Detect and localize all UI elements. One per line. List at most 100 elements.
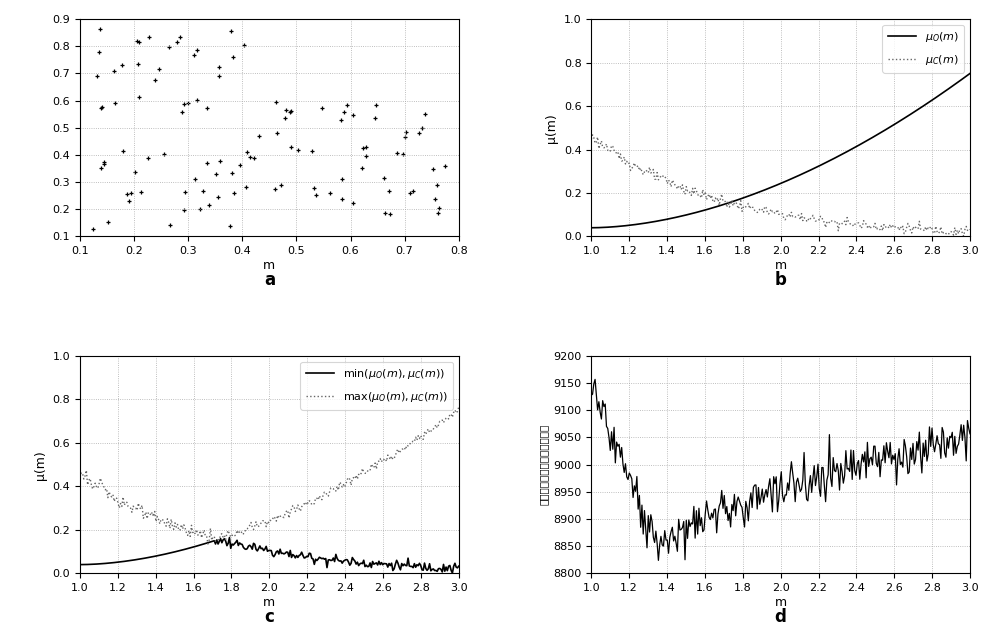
Point <box>304 146 320 156</box>
$\max(\mu_O(m),\mu_C(m))$ <box>202 540 214 548</box>
Point <box>339 100 355 110</box>
Point <box>334 194 350 204</box>
Point <box>129 36 145 47</box>
$\max(\mu_O(m),\mu_C(m))$ <box>299 501 311 509</box>
Point <box>251 131 267 141</box>
Point <box>277 113 293 123</box>
Point <box>322 188 338 198</box>
Point <box>212 155 228 166</box>
Point <box>187 174 203 184</box>
Point <box>93 163 109 173</box>
Point <box>176 204 192 215</box>
Point <box>106 66 122 76</box>
$\mu_O(m)$ <box>811 163 823 171</box>
X-axis label: m: m <box>263 259 275 272</box>
$\max(\mu_O(m),\mu_C(m))$ <box>394 447 406 455</box>
Point <box>377 208 393 218</box>
$\mu_O(m)$ <box>904 110 916 118</box>
Text: a: a <box>264 271 275 289</box>
Point <box>180 97 196 108</box>
$\min(\mu_O(m),\mu_C(m))$ <box>307 555 319 562</box>
Legend: $\mu_O(m)$, $\mu_C(m)$: $\mu_O(m)$, $\mu_C(m)$ <box>882 25 964 73</box>
Text: b: b <box>775 271 787 289</box>
Y-axis label: μ(m): μ(m) <box>34 450 47 480</box>
Point <box>358 151 374 161</box>
Point <box>239 147 255 157</box>
Point <box>367 113 383 124</box>
$\min(\mu_O(m),\mu_C(m))$ <box>74 561 86 568</box>
Point <box>147 75 163 85</box>
Point <box>189 45 205 55</box>
Point <box>382 210 398 220</box>
Point <box>186 50 202 61</box>
Point <box>334 174 350 184</box>
Point <box>283 142 299 152</box>
$\max(\mu_O(m),\mu_C(m))$ <box>419 429 431 436</box>
Point <box>333 115 349 125</box>
$\max(\mu_O(m),\mu_C(m))$ <box>453 403 465 411</box>
Point <box>402 189 418 199</box>
$\mu_O(m)$ <box>817 160 829 168</box>
Point <box>189 96 205 106</box>
$\min(\mu_O(m),\mu_C(m))$ <box>299 554 311 561</box>
Line: $\mu_O(m)$: $\mu_O(m)$ <box>591 73 970 228</box>
Point <box>174 106 190 117</box>
Point <box>358 142 374 152</box>
Point <box>123 187 139 197</box>
$\mu_C(m)$ <box>964 225 976 233</box>
Point <box>211 71 227 82</box>
Point <box>354 163 370 173</box>
Point <box>156 149 172 159</box>
Point <box>405 186 421 196</box>
$\max(\mu_O(m),\mu_C(m))$ <box>301 497 313 505</box>
$\mu_C(m)$ <box>906 229 918 237</box>
Point <box>278 104 294 115</box>
Point <box>306 182 322 192</box>
$\mu_O(m)$ <box>964 69 976 77</box>
$\mu_C(m)$ <box>812 216 824 224</box>
Point <box>429 180 445 190</box>
Point <box>283 105 299 115</box>
Point <box>226 188 242 198</box>
Point <box>246 153 262 163</box>
Point <box>121 196 137 206</box>
Point <box>94 102 110 112</box>
Point <box>96 159 112 169</box>
Point <box>96 157 112 167</box>
$\min(\mu_O(m),\mu_C(m))$ <box>394 566 406 574</box>
Point <box>151 64 167 74</box>
Point <box>345 197 361 208</box>
Point <box>431 203 447 213</box>
Legend: $\min(\mu_O(m),\mu_C(m))$, $\max(\mu_O(m),\mu_C(m))$: $\min(\mu_O(m),\mu_C(m))$, $\max(\mu_O(m… <box>300 362 453 410</box>
$\min(\mu_O(m),\mu_C(m))$ <box>419 559 431 567</box>
Point <box>269 128 285 138</box>
Point <box>115 145 131 155</box>
$\mu_C(m)$ <box>588 134 600 141</box>
Text: d: d <box>775 608 787 626</box>
Point <box>195 186 211 196</box>
Point <box>208 169 224 180</box>
Point <box>114 60 130 70</box>
Point <box>199 158 215 168</box>
Point <box>427 194 443 204</box>
Point <box>368 100 384 110</box>
Point <box>199 103 215 113</box>
Point <box>417 110 433 120</box>
$\mu_C(m)$ <box>811 217 823 224</box>
Point <box>107 97 123 108</box>
Point <box>232 160 248 170</box>
Line: $\mu_C(m)$: $\mu_C(m)$ <box>591 135 970 236</box>
Point <box>127 167 143 177</box>
$\mu_C(m)$ <box>958 233 970 240</box>
X-axis label: m: m <box>775 259 787 272</box>
Point <box>161 41 177 52</box>
Point <box>210 192 226 203</box>
Point <box>376 173 392 183</box>
Point <box>169 37 185 47</box>
Point <box>91 47 107 57</box>
$\mu_O(m)$ <box>809 164 821 171</box>
Point <box>177 187 193 197</box>
Point <box>131 37 147 47</box>
Point <box>131 92 147 102</box>
$\mu_O(m)$ <box>585 224 597 232</box>
